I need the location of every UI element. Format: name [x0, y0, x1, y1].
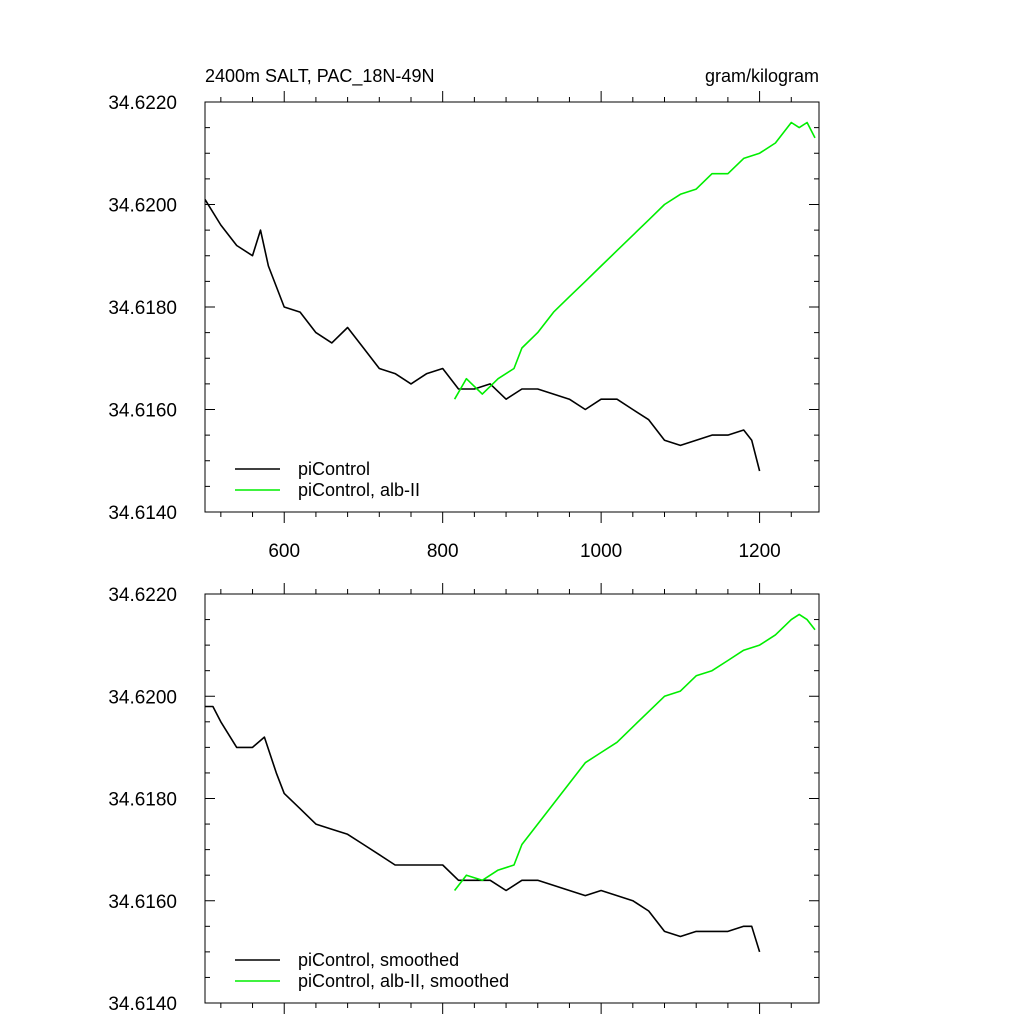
plot-frame: [204, 101, 820, 513]
y-tick-label: 34.6200: [108, 687, 177, 708]
chart-panel-1: 34.6140 34.6160 34.6180 34.6200 34.6220 600 80…: [108, 66, 820, 562]
series-line-2: [453, 613, 816, 891]
series-line-2: [453, 121, 816, 400]
y-tick-label: 34.6180: [108, 298, 177, 319]
y-tick-label: 34.6220: [108, 585, 177, 606]
x-tick-label: 800: [427, 541, 459, 562]
units-label: gram/kilogram: [705, 66, 819, 86]
y-tick-label: 34.6180: [108, 790, 177, 811]
x-tick-label: 1000: [580, 541, 622, 562]
y-tick-label: 34.6200: [108, 196, 177, 217]
series-line-1: [204, 198, 761, 472]
y-tick-label: 34.6220: [108, 93, 177, 114]
chart-panel-2: 34.6140 34.6160 34.6180 34.6200 34.6220 piCon…: [108, 583, 820, 1015]
y-tick-label: 34.6160: [108, 892, 177, 913]
plot-frame: [204, 593, 820, 1004]
legend-entry: piControl, smoothed: [298, 950, 459, 970]
y-tick-label: 34.6140: [108, 994, 177, 1015]
legend-entry: piControl, alb-II: [298, 480, 420, 500]
chart-title: 2400m SALT, PAC_18N-49N: [205, 66, 434, 87]
y-tick-label: 34.6160: [108, 401, 177, 422]
x-tick-label: 1200: [738, 541, 780, 562]
legend-entry: piControl: [298, 459, 370, 479]
series-line-1: [205, 705, 761, 953]
y-tick-label: 34.6140: [108, 503, 177, 524]
x-tick-label: 600: [268, 541, 300, 562]
legend-entry: piControl, alb-II, smoothed: [298, 971, 509, 991]
